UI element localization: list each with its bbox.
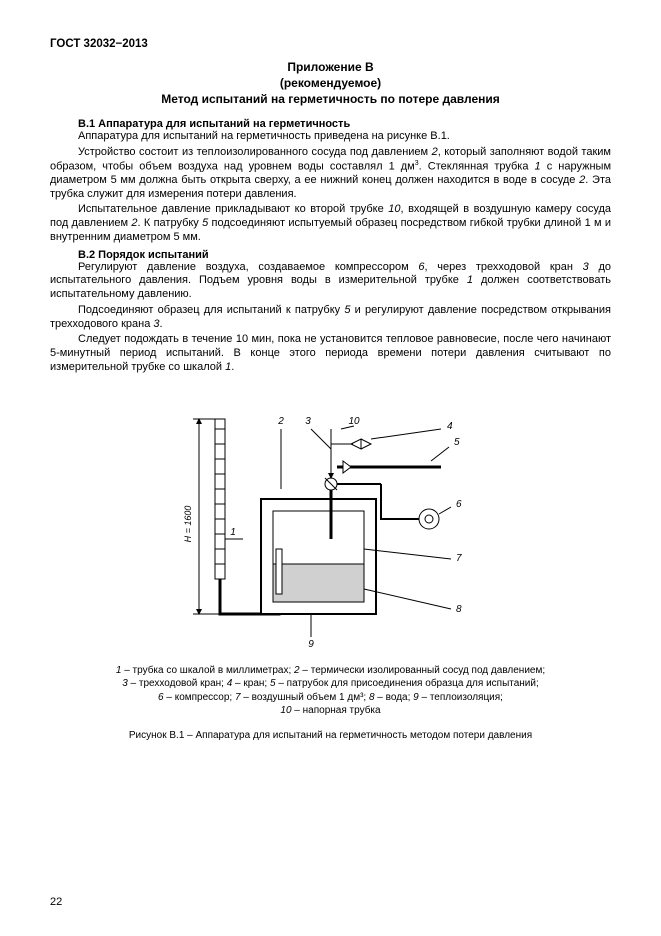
figure-legend: 1 – трубка со шкалой в миллиметрах; 2 – …: [50, 664, 611, 718]
callout-5: 5: [454, 437, 460, 448]
legend-text: – воздушный объем 1 дм³;: [241, 692, 369, 703]
para: Устройство состоит из теплоизолированног…: [50, 146, 611, 202]
para: Следует подождать в течение 10 мин, пока…: [50, 333, 611, 374]
text: .: [160, 318, 163, 330]
figure-b1: H = 1600 1 2 3 10: [171, 389, 491, 654]
legend-num: 10: [280, 705, 291, 716]
callout-1: 1: [230, 527, 236, 538]
callout-8: 8: [456, 604, 462, 615]
callout-7: 7: [456, 553, 462, 564]
para: Испытательное давление прикладывают ко в…: [50, 203, 611, 244]
figure-caption: Рисунок В.1 – Аппаратура для испытаний н…: [50, 730, 611, 741]
text: Следует подождать в течение 10 мин, пока…: [50, 333, 611, 373]
legend-text: – напорная трубка: [292, 705, 381, 716]
text: . Стеклянная трубка: [419, 160, 535, 172]
gost-header: ГОСТ 32032−2013: [50, 38, 611, 50]
legend-text: – трехходовой кран;: [128, 678, 227, 689]
text: Подсоединяют образец для испытаний к пат…: [78, 304, 344, 316]
dim-label: H = 1600: [183, 505, 193, 542]
legend-text: – компрессор;: [164, 692, 235, 703]
para: Аппаратура для испытаний на герметичност…: [50, 130, 611, 144]
callout-4: 4: [447, 421, 453, 432]
callout-2: 2: [277, 416, 284, 427]
legend-text: – теплоизоляция;: [419, 692, 503, 703]
legend-text: – патрубок для присоединения образца для…: [276, 678, 539, 689]
appendix-title: Приложение В: [50, 60, 611, 74]
appendix-subtitle: (рекомендуемое): [50, 76, 611, 90]
ref-num: 10: [388, 203, 400, 215]
text: , через трехходовой кран: [425, 261, 583, 273]
callout-3: 3: [305, 416, 311, 427]
text: .: [231, 361, 234, 373]
text: Регулируют давление воздуха, создаваемое…: [78, 261, 418, 273]
legend-text: – кран;: [232, 678, 270, 689]
section-b2-heading: В.2 Порядок испытаний: [50, 249, 611, 261]
callout-6: 6: [456, 499, 462, 510]
callout-10: 10: [348, 416, 360, 427]
page-number: 22: [50, 896, 62, 908]
legend-text: – термически изолированный сосуд под дав…: [300, 665, 546, 676]
legend-text: – трубка со шкалой в миллиметрах;: [121, 665, 294, 676]
para: Подсоединяют образец для испытаний к пат…: [50, 304, 611, 332]
text: Испытательное давление прикладывают ко в…: [78, 203, 388, 215]
diagram-svg: H = 1600 1 2 3 10: [171, 389, 491, 649]
method-title: Метод испытаний на герметичность по поте…: [50, 92, 611, 106]
text: . К патрубку: [138, 217, 203, 229]
callout-9: 9: [308, 639, 314, 649]
text: Устройство состоит из теплоизолированног…: [78, 146, 432, 158]
legend-text: – вода;: [375, 692, 414, 703]
section-b1-heading: В.1 Аппаратура для испытаний на герметич…: [50, 118, 611, 130]
para: Регулируют давление воздуха, создаваемое…: [50, 261, 611, 302]
